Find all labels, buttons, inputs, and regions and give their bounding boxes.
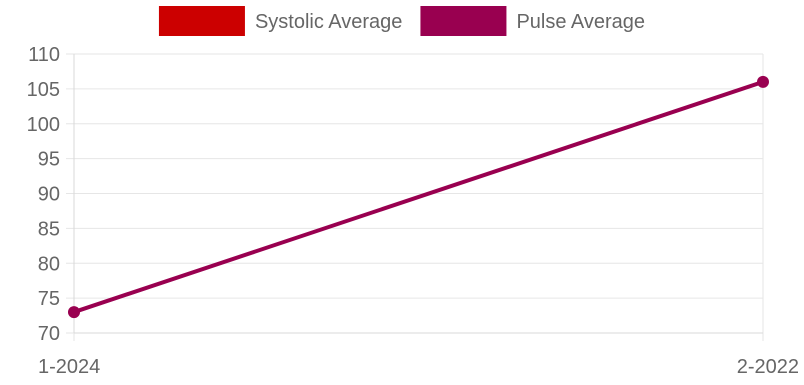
legend-swatch-1 <box>420 6 507 36</box>
y-tick-label: 110 <box>28 44 60 66</box>
x-tick-label: 2-2022 <box>737 356 799 378</box>
x-tick-label: 1-2024 <box>38 356 100 378</box>
data-point-1-0 <box>68 306 80 319</box>
y-tick-label: 80 <box>38 253 60 275</box>
legend-swatch-0 <box>158 6 245 36</box>
x-axis: 1-2024 2-2022 <box>38 332 799 378</box>
y-tick-label: 70 <box>38 323 60 345</box>
legend-label: Pulse Average <box>516 11 645 33</box>
y-axis: 70 75 80 85 90 95 100 105 110 <box>27 44 75 345</box>
y-tick-label: 105 <box>27 79 60 101</box>
y-tick-label: 75 <box>38 288 60 310</box>
y-tick-label: 95 <box>38 149 60 171</box>
series-layer <box>68 75 769 319</box>
legend: Systolic Average Pulse Average <box>158 6 645 36</box>
y-tick-label: 100 <box>27 114 60 136</box>
data-point-1-1 <box>757 75 769 88</box>
series-line-1 <box>72 79 765 315</box>
y-tick-label: 85 <box>38 218 60 240</box>
legend-label: Systolic Average <box>255 11 403 33</box>
grid <box>66 53 764 341</box>
y-tick-label: 90 <box>38 184 60 206</box>
